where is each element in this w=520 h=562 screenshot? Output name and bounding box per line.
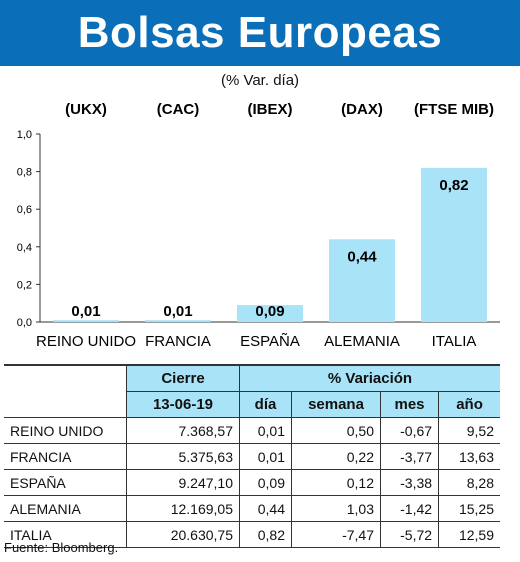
table-header-row-2: 13-06-19 día semana mes año xyxy=(4,391,500,418)
title-banner: Bolsas Europeas xyxy=(0,0,520,66)
index-label: (DAX) xyxy=(341,101,383,118)
row-name: ALEMANIA xyxy=(4,495,127,522)
table-header-row-1: Cierre % Variación xyxy=(4,365,500,392)
category-label: ESPAÑA xyxy=(240,333,300,350)
y-tick-label: 1,0 xyxy=(17,129,32,141)
category-label: ALEMANIA xyxy=(324,333,400,350)
data-label: 0,82 xyxy=(439,177,468,194)
index-label: (UKX) xyxy=(65,101,107,118)
data-table: Cierre % Variación 13-06-19 día semana m… xyxy=(4,364,500,548)
row-cierre: 9.247,10 xyxy=(126,469,240,496)
row-dia: 0,44 xyxy=(239,495,292,522)
row-semana: 0,22 xyxy=(291,443,381,470)
row-name: ESPAÑA xyxy=(4,469,127,496)
chart-subtitle: (% Var. día) xyxy=(220,72,300,89)
table-row: ALEMANIA 12.169,05 0,44 1,03 -1,42 15,25 xyxy=(4,495,500,522)
row-anio: 15,25 xyxy=(438,495,500,522)
row-mes: -1,42 xyxy=(379,495,439,522)
row-name: ITALIA xyxy=(4,521,127,548)
row-anio: 12,59 xyxy=(438,521,500,548)
row-name: REINO UNIDO xyxy=(4,417,127,444)
data-label: 0,44 xyxy=(347,248,377,265)
row-anio: 13,63 xyxy=(438,443,500,470)
header-cierre: Cierre xyxy=(126,365,240,392)
row-semana: 0,12 xyxy=(291,469,381,496)
index-label: (IBEX) xyxy=(248,101,293,118)
bar xyxy=(53,320,119,322)
table-corner-2 xyxy=(4,391,127,418)
row-cierre: 5.375,63 xyxy=(126,443,240,470)
index-label: (FTSE MIB) xyxy=(414,101,494,118)
category-label: ITALIA xyxy=(432,333,477,350)
index-label: (CAC) xyxy=(157,101,200,118)
row-mes: -3,38 xyxy=(379,469,439,496)
row-dia: 0,01 xyxy=(239,417,292,444)
data-label: 0,01 xyxy=(163,303,192,320)
bar xyxy=(329,239,395,322)
category-label: FRANCIA xyxy=(145,333,211,350)
row-mes: -0,67 xyxy=(379,417,439,444)
row-dia: 0,09 xyxy=(239,469,292,496)
bar xyxy=(145,320,211,322)
y-tick-label: 0,2 xyxy=(17,279,32,291)
bar xyxy=(237,305,303,322)
row-mes: -3,77 xyxy=(379,443,439,470)
data-label: 0,09 xyxy=(255,303,284,320)
table-row: FRANCIA 5.375,63 0,01 0,22 -3,77 13,63 xyxy=(4,443,500,470)
row-dia: 0,82 xyxy=(239,521,292,548)
header-dia: día xyxy=(239,391,292,418)
bar xyxy=(421,167,487,322)
y-tick-label: 0,6 xyxy=(17,204,32,216)
row-anio: 8,28 xyxy=(438,469,500,496)
chart-title: Bolsas Europeas xyxy=(77,8,443,57)
row-cierre: 12.169,05 xyxy=(126,495,240,522)
header-anio: año xyxy=(438,391,500,418)
row-cierre: 20.630,75 xyxy=(126,521,240,548)
row-semana: 0,50 xyxy=(291,417,381,444)
header-date: 13-06-19 xyxy=(126,391,240,418)
row-cierre: 7.368,57 xyxy=(126,417,240,444)
bar-chart: 0,0 0,2 0,4 0,6 0,8 1,0 (UKX) 0,01 REINO UNIDO (C… xyxy=(17,101,500,350)
category-label: REINO UNIDO xyxy=(36,333,136,350)
y-tick-label: 0,0 xyxy=(17,317,32,329)
row-mes: -5,72 xyxy=(379,521,439,548)
header-mes: mes xyxy=(379,391,439,418)
row-semana: 1,03 xyxy=(291,495,381,522)
data-label: 0,01 xyxy=(71,303,100,320)
table-row: ITALIA 20.630,75 0,82 -7,47 -5,72 12,59 xyxy=(4,521,500,548)
table-row: REINO UNIDO 7.368,57 0,01 0,50 -0,67 9,52 xyxy=(4,417,500,444)
row-name: FRANCIA xyxy=(4,443,127,470)
header-semana: semana xyxy=(291,391,381,418)
table-corner xyxy=(4,365,127,392)
header-variacion: % Variación xyxy=(239,365,500,392)
table-row: ESPAÑA 9.247,10 0,09 0,12 -3,38 8,28 xyxy=(4,469,500,496)
row-anio: 9,52 xyxy=(438,417,500,444)
y-tick-label: 0,4 xyxy=(17,242,32,254)
source-note: Fuente: Bloomberg. xyxy=(4,540,119,555)
row-semana: -7,47 xyxy=(291,521,381,548)
row-dia: 0,01 xyxy=(239,443,292,470)
y-tick-label: 0,8 xyxy=(17,167,32,179)
